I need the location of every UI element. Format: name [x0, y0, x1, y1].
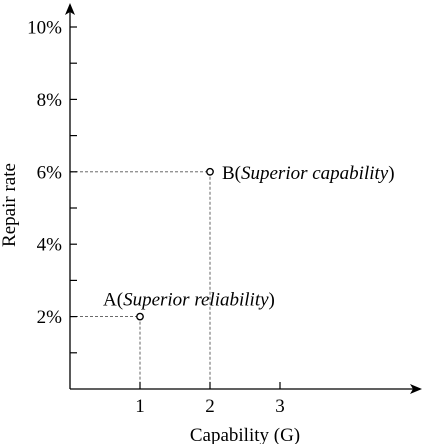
- y-tick-label: 4%: [37, 235, 63, 256]
- data-points: A(Superior reliability) B(Superior capabi…: [103, 163, 395, 321]
- y-ticks: 2% 4% 6% 8% 10%: [27, 18, 77, 354]
- data-point-a: [136, 312, 144, 321]
- x-axis-title: Capability (G): [190, 425, 300, 444]
- y-tick-label: 6%: [37, 162, 63, 183]
- y-tick-label: 10%: [27, 18, 62, 39]
- y-axis-title: Repair rate: [0, 163, 20, 247]
- axes: [65, 3, 422, 394]
- x-tick-label: 2: [205, 396, 215, 417]
- guide-lines: [70, 171, 211, 389]
- y-tick-label: 2%: [37, 307, 63, 328]
- guide-line-b: [70, 171, 211, 389]
- point-annotation-a: A(Superior reliability): [103, 290, 275, 311]
- y-tick-label: 8%: [37, 90, 63, 111]
- x-ticks: 1 2 3: [135, 382, 285, 417]
- data-point-b: [206, 167, 214, 176]
- x-tick-label: 1: [135, 396, 145, 417]
- point-annotation-b: B(Superior capability): [222, 163, 395, 184]
- x-tick-label: 3: [275, 396, 285, 417]
- guide-line-a: [70, 316, 141, 389]
